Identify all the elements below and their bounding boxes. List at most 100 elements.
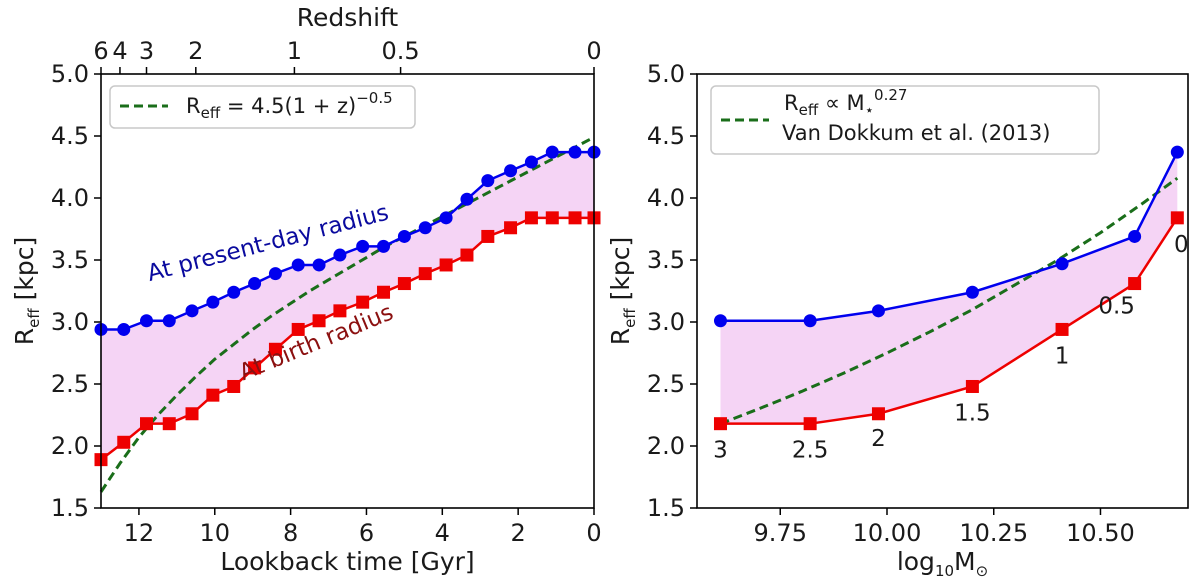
left-point <box>206 295 220 309</box>
left-point <box>524 211 538 225</box>
left-point <box>356 295 370 309</box>
left-point <box>140 314 154 328</box>
left-y-label-sub: eff <box>25 308 43 328</box>
right-point <box>1055 322 1069 336</box>
left-point <box>162 417 176 431</box>
right-fit-curve-line <box>719 176 1179 426</box>
right-point <box>965 379 979 393</box>
left-top-axis-title: Redshift <box>297 3 399 32</box>
left-point <box>481 229 495 243</box>
right-y-tick-label: 2.5 <box>647 370 685 398</box>
right-x-label-sub: ⊙ <box>976 562 989 580</box>
left-y-label-unit: [kpc] <box>10 237 39 309</box>
right-y-tick-label: 1.5 <box>647 494 685 522</box>
left-y-label-main: R <box>10 328 39 345</box>
left-y-tick-label: 3.0 <box>51 308 89 336</box>
left-legend-prefix: R <box>186 94 201 118</box>
left-point <box>291 258 305 272</box>
right-y-tick-label: 4.5 <box>647 122 685 150</box>
left-point <box>117 435 131 449</box>
left-x-tick-label: 4 <box>435 519 450 547</box>
left-point <box>312 314 326 328</box>
right-y-axis-label: Reff [kpc] <box>606 237 639 346</box>
left-legend-sup: −0.5 <box>356 89 392 107</box>
left-point <box>460 192 474 206</box>
right-series-present-day <box>713 145 1184 328</box>
right-point <box>713 417 727 431</box>
right-y-tick-label: 4.0 <box>647 184 685 212</box>
left-x-tick-label: 2 <box>511 519 526 547</box>
right-y-tick-label: 2.0 <box>647 432 685 460</box>
left-y-axis-label: Reff [kpc] <box>10 237 43 346</box>
right-legend-prefix: R <box>784 91 799 115</box>
right-point <box>803 417 817 431</box>
right-y-tick-label: 3.5 <box>647 246 685 274</box>
left-point <box>140 417 154 431</box>
left-point <box>248 361 262 375</box>
left-point <box>504 221 518 235</box>
right-point <box>1170 211 1184 225</box>
left-point <box>356 239 370 253</box>
right-point <box>871 304 885 318</box>
left-x-tick-label: 10 <box>199 519 230 547</box>
left-point <box>397 277 411 291</box>
right-redshift-label: 1.5 <box>954 400 991 426</box>
left-x-axis-label: Lookback time [Gyr] <box>220 547 474 576</box>
left-top-tick-label: 2 <box>188 37 203 65</box>
right-x-label-sub: 10 <box>935 562 954 580</box>
left-point <box>333 248 347 262</box>
right-legend-sub: ⋆ <box>865 101 874 119</box>
left-y-tick-label: 2.0 <box>51 432 89 460</box>
left-fit-curve-line <box>99 135 595 493</box>
left-point <box>545 211 559 225</box>
left-legend: Reff = 4.5(1 + z)−0.5 <box>109 85 416 129</box>
left-point <box>504 164 518 178</box>
right-redshift-label: 2 <box>871 426 886 452</box>
right-y-label-sub: eff <box>621 308 639 328</box>
left-point <box>227 379 241 393</box>
left-legend-box <box>109 85 416 129</box>
right-legend-mid: ∝ M <box>818 91 864 115</box>
left-point <box>268 342 282 356</box>
left-top-tick-label: 6 <box>93 37 108 65</box>
right-redshift-label: 3 <box>713 438 728 464</box>
left-fit-curve <box>99 135 595 493</box>
left-point <box>524 155 538 169</box>
left-point <box>162 314 176 328</box>
right-series-birth <box>713 211 1184 431</box>
left-point <box>397 229 411 243</box>
left-top-tick-label: 0.5 <box>382 37 420 65</box>
left-x-tick-label: 12 <box>124 519 155 547</box>
left-y-tick-label: 2.5 <box>51 370 89 398</box>
left-legend-label: Reff = 4.5(1 + z)−0.5 <box>186 89 393 122</box>
left-y-tick-label: 1.5 <box>51 494 89 522</box>
right-y-tick-label: 5.0 <box>647 60 685 88</box>
left-point <box>117 322 131 336</box>
left-point <box>481 174 495 188</box>
right-y-tick-label: 3.0 <box>647 308 685 336</box>
left-y-tick-label: 5.0 <box>51 60 89 88</box>
right-shaded-region <box>720 152 1178 424</box>
left-y-tick-label: 3.5 <box>51 246 89 274</box>
right-redshift-label: 1 <box>1055 343 1070 369</box>
left-point <box>568 145 582 159</box>
left-point <box>185 304 199 318</box>
left-point <box>333 304 347 318</box>
right-legend-sub: eff <box>799 101 819 119</box>
right-point <box>1128 229 1142 243</box>
left-top-tick-label: 0 <box>586 37 601 65</box>
right-redshift-label: 0 <box>1174 232 1189 258</box>
left-point <box>185 407 199 421</box>
right-y-label-main: R <box>606 328 635 345</box>
left-x-tick-label: 8 <box>283 519 298 547</box>
right-redshift-label: 2.5 <box>792 438 829 464</box>
right-y-label-unit: [kpc] <box>606 237 635 309</box>
right-point <box>1128 277 1142 291</box>
left-point <box>377 285 391 299</box>
left-shaded-region <box>101 152 594 460</box>
left-point <box>439 258 453 272</box>
left-point <box>206 388 220 402</box>
left-point <box>418 221 432 235</box>
left-point <box>291 322 305 336</box>
